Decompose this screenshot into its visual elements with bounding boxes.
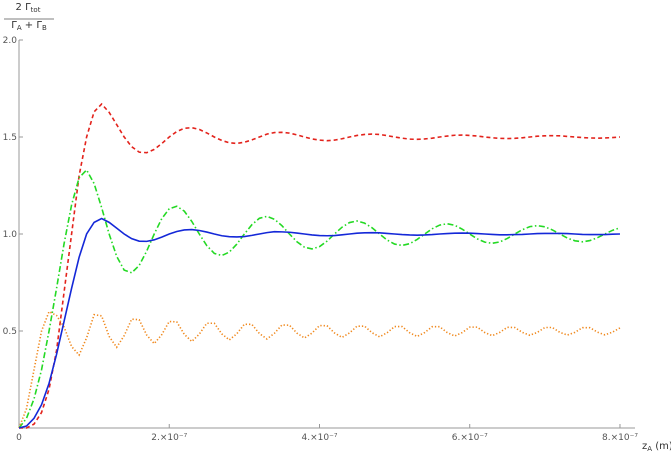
x-label-part: z <box>642 441 647 452</box>
y-label-part: Γ <box>11 20 17 31</box>
x-tick-label: 8.×10⁻⁷ <box>602 433 638 443</box>
series-line <box>19 102 621 429</box>
y-axis-label-numerator: 2 Γtot <box>16 2 41 14</box>
x-tick-label: 4.×10⁻⁷ <box>302 433 338 443</box>
x-label-part: A <box>647 445 652 453</box>
x-label-part: (m) <box>652 441 671 452</box>
x-axis-label: zA (m) <box>642 441 671 453</box>
x-tick-label: 2.×10⁻⁷ <box>151 433 187 443</box>
y-label-part: tot <box>31 6 41 14</box>
y-label-part: A <box>17 24 22 32</box>
y-label-part: + Γ <box>22 20 43 31</box>
y-tick-label: 1.0 <box>3 230 18 240</box>
y-label-part: 2 Γ <box>16 2 32 13</box>
x-tick-label: 0 <box>16 433 22 443</box>
series-line <box>18 168 621 429</box>
y-axis-label-denominator: ΓA + ΓB <box>11 20 47 32</box>
y-tick-label: 1.5 <box>3 133 17 143</box>
y-label-part: B <box>42 24 47 32</box>
series-line <box>18 217 621 429</box>
series-line <box>18 310 621 429</box>
x-tick-label: 6.×10⁻⁷ <box>452 433 488 443</box>
y-tick-label: 0.5 <box>3 327 17 337</box>
y-tick-label: 2.0 <box>3 36 18 46</box>
